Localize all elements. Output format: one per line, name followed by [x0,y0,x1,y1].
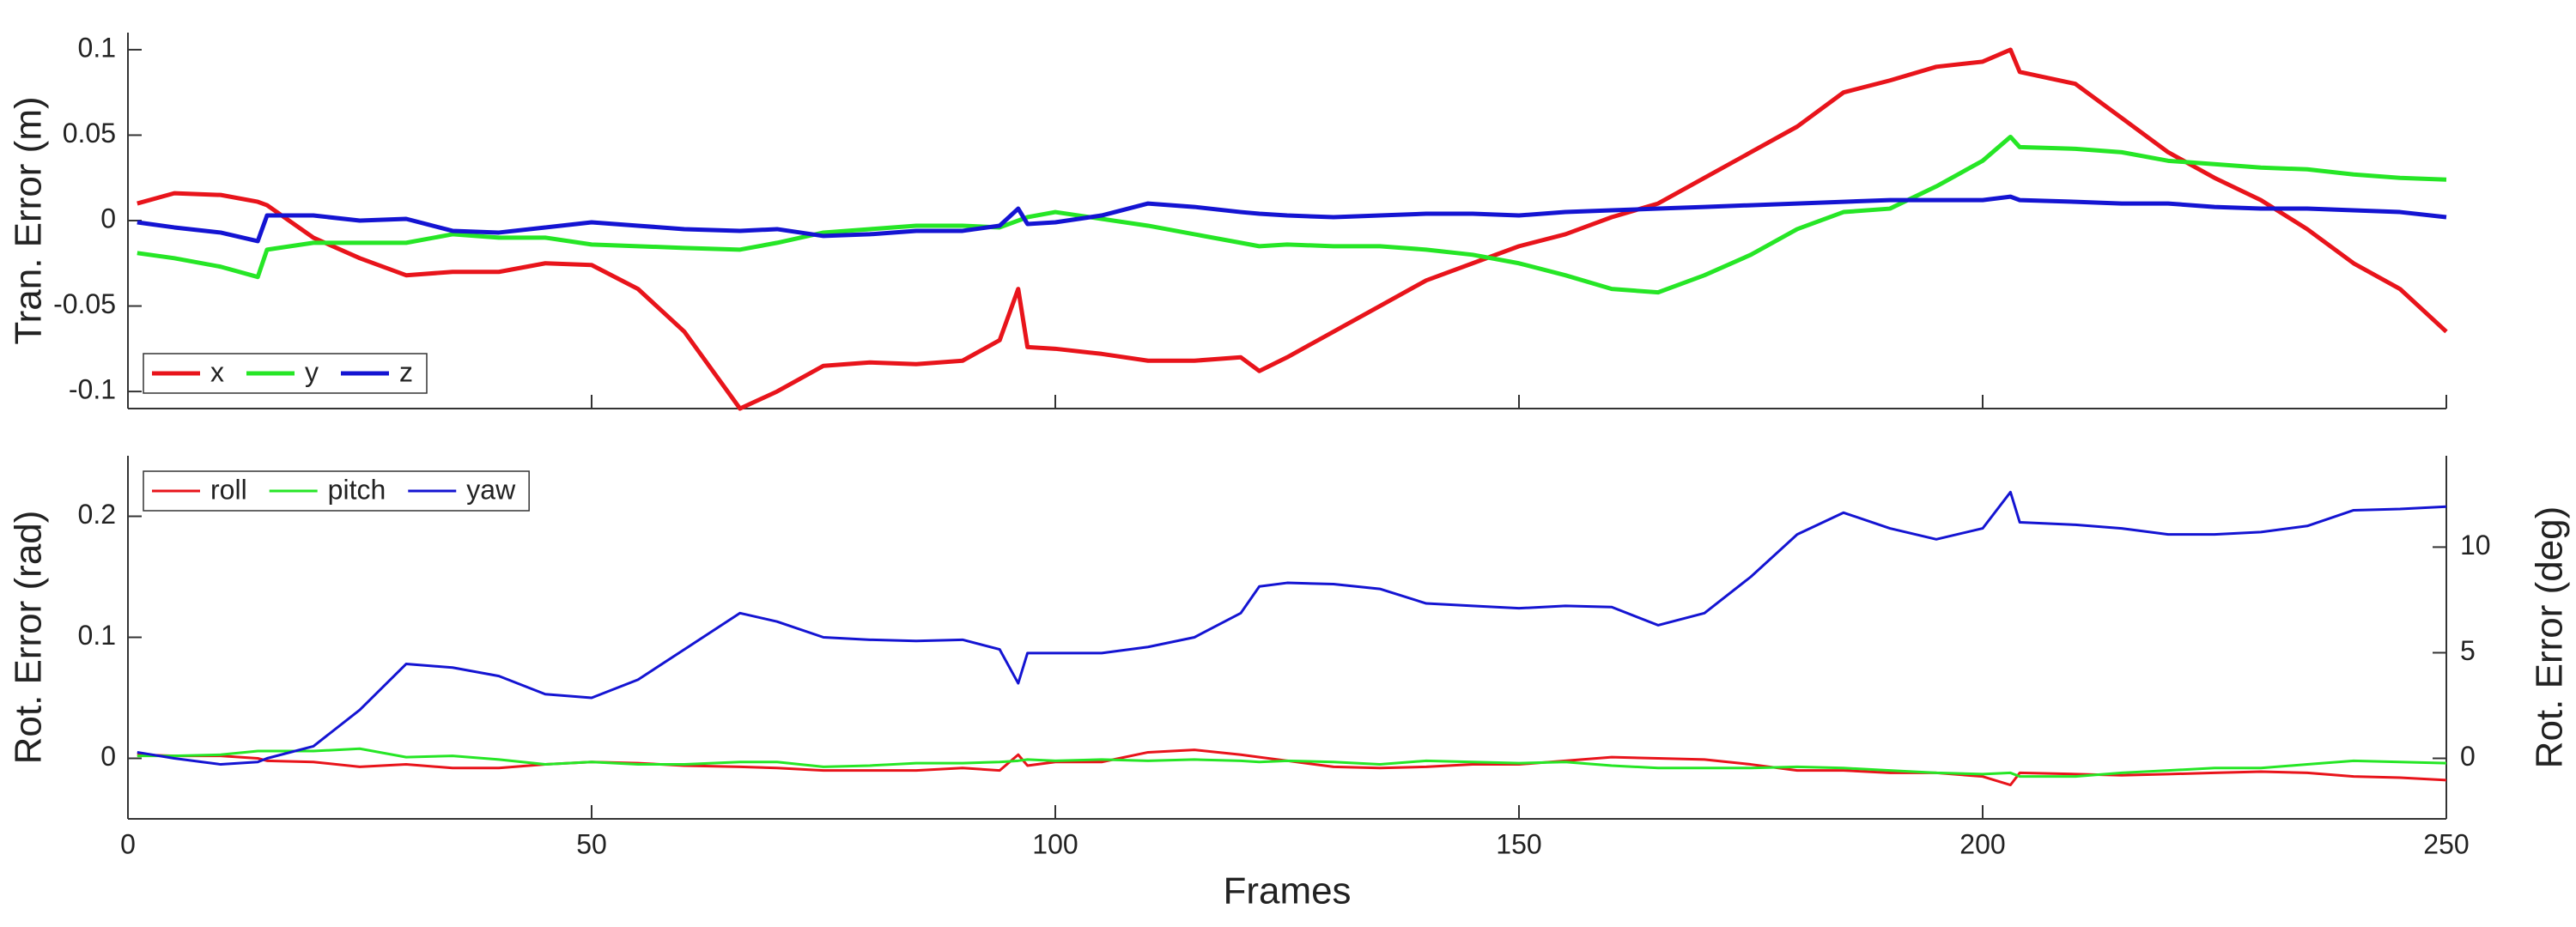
y2-tick-label: 5 [2460,635,2476,666]
legend-box [143,470,530,512]
x-tick-label: 250 [2423,828,2469,859]
series-line [137,490,2447,766]
y2-axis-label: Rot. Error (deg) [2529,506,2571,769]
x-tick-label: 50 [576,828,607,859]
y-tick-label: 0.1 [78,32,116,63]
x-tick-label: 200 [1959,828,2005,859]
y-axis-label: Tran. Error (m) [8,96,50,344]
series-line [137,748,2447,787]
legend-label: roll [210,474,247,505]
y-tick-label: 0.1 [78,620,116,651]
y-tick-label: 0 [100,741,116,772]
y-tick-label: 0.05 [63,118,116,148]
series-line [137,134,2447,295]
y-tick-label: 0.2 [78,499,116,530]
legend-label: yaw [466,474,516,505]
x-tick-label: 150 [1496,828,1541,859]
legend-label: y [305,356,319,387]
y2-tick-label: 10 [2460,530,2491,560]
legend-label: z [399,356,413,387]
y-axis-label: Rot. Error (rad) [8,511,50,765]
y2-tick-label: 0 [2460,741,2476,772]
legend: x y z [143,353,428,394]
series-line [137,47,2448,411]
y-tick-label: 0 [100,203,116,233]
legend-label: pitch [328,474,386,505]
y-tick-label: -0.05 [53,288,116,319]
y-tick-label: -0.1 [69,374,116,405]
x-axis-label: Frames [1223,870,1351,912]
x-tick-label: 100 [1032,828,1078,859]
series-line [137,747,2447,779]
x-tick-label: 0 [120,828,136,859]
series-line [137,194,2447,244]
legend: roll pitch yaw [143,470,530,512]
legend-label: x [210,356,224,387]
